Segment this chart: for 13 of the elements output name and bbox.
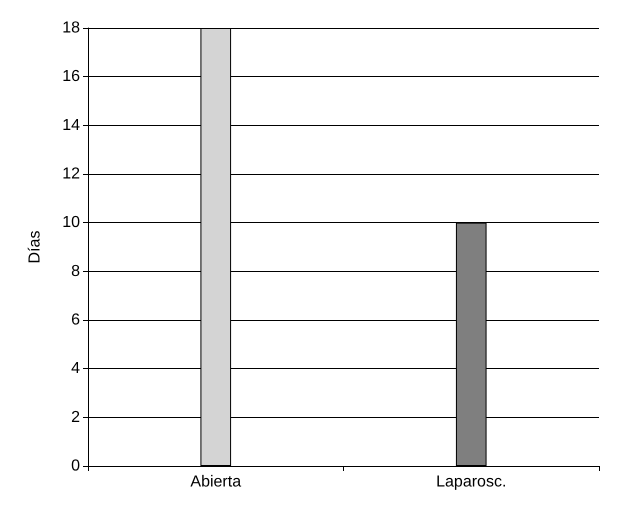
x-tick-label: Abierta [190,474,242,490]
y-tick-label: 18 [62,20,80,36]
y-tick-label: 0 [71,458,80,474]
y-tick-label: 10 [62,214,80,232]
y-tick-label: 8 [71,262,80,280]
x-tick-label: Laparosc. [436,474,506,490]
y-tick-label: 12 [62,166,80,182]
y-tick-label: 6 [71,312,80,328]
y-tick-label: 16 [62,68,80,86]
y-tick-label: 14 [62,116,80,134]
y-tick-label: 4 [71,360,80,378]
y-tick-label: 2 [71,408,80,426]
y-axis-title: Días [26,230,44,264]
